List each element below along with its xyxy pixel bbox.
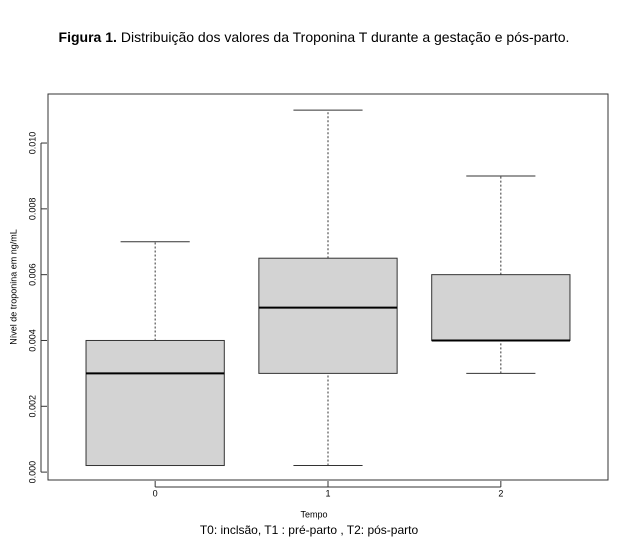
y-axis-label: Nível de troponina em ng/mL [8, 229, 18, 345]
x-tick-label: 1 [325, 488, 330, 498]
chart-title-group: Figura 1. Distribuição dos valores da Tro… [59, 29, 570, 45]
y-tick-label: 0.010 [27, 132, 37, 155]
x-axis-label: Tempo [300, 509, 327, 519]
caption: T0: inclsão, T1 : pré-parto , T2: pós-pa… [200, 523, 419, 537]
x-tick-label: 0 [153, 488, 158, 498]
box [431, 274, 571, 341]
chart-title-label: Figura 1. [59, 29, 117, 45]
chart-title: Distribuição dos valores da Troponina T … [121, 29, 570, 45]
y-tick-label: 0.002 [27, 395, 37, 418]
y-tick-label: 0.000 [27, 461, 37, 484]
box [85, 339, 225, 467]
y-tick-label: 0.006 [27, 263, 37, 286]
x-tick-label: 2 [498, 488, 503, 498]
y-tick-label: 0.004 [27, 329, 37, 352]
plot-frame [47, 93, 609, 481]
box [258, 257, 398, 374]
y-tick-label: 0.008 [27, 198, 37, 221]
